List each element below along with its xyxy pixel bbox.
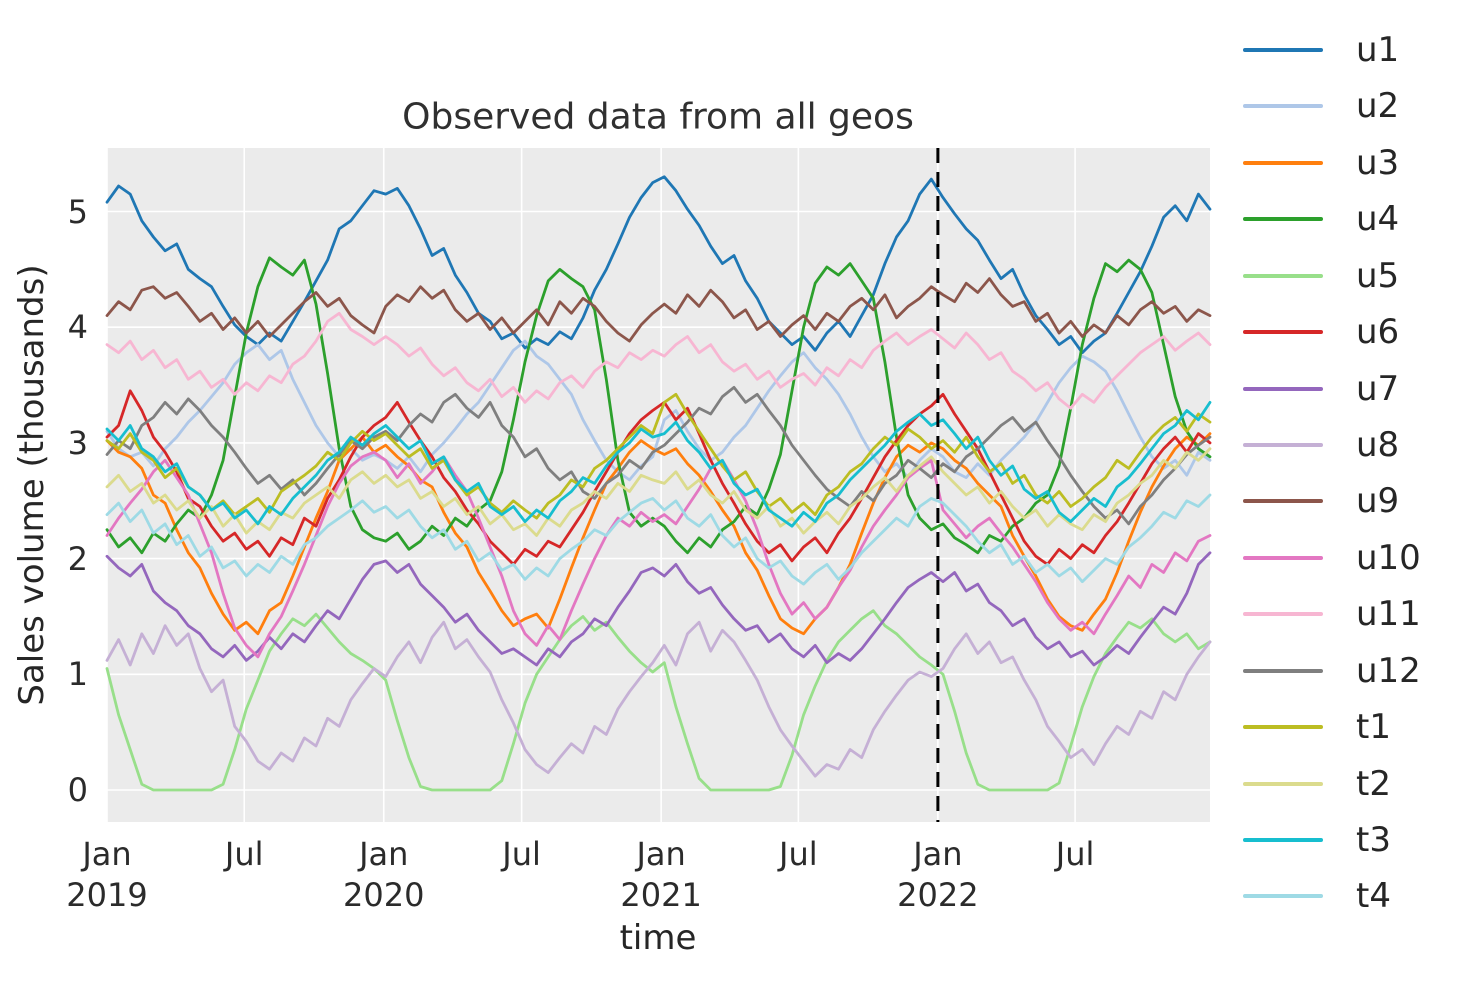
y-tick-0: 0 [67,771,88,809]
legend-item-u4: u4 [1243,191,1399,247]
legend-item-t4: t4 [1243,868,1391,924]
legend-item-u12: u12 [1243,643,1421,699]
series-line-u11 [105,311,1212,410]
legend-item-u9: u9 [1243,473,1399,529]
series-line-u12 [105,385,1212,526]
legend-label-u8: u8 [1356,425,1400,465]
legend-label-u1: u1 [1356,30,1400,70]
legend-swatch-u5 [1243,273,1323,278]
x-tick-Jul: Jul [502,835,541,873]
legend-label-u9: u9 [1356,481,1400,522]
x-tick-Jan-2022: Jan 2022 [897,835,979,914]
legend-label-u12: u12 [1356,650,1421,691]
legend-swatch-u3 [1243,160,1323,165]
legend-label-u7: u7 [1356,368,1400,409]
y-tick-2: 2 [67,539,88,578]
legend-label-t1: t1 [1356,707,1391,748]
series-line-u10 [105,450,1212,659]
legend-item-t3: t3 [1243,812,1391,868]
legend-item-u10: u10 [1243,530,1421,586]
y-tick-1: 1 [67,655,88,694]
series-line-t3 [105,400,1212,528]
legend-label-t4: t4 [1356,876,1391,917]
legend-label-u4: u4 [1356,199,1400,240]
series-line-u2 [105,339,1212,482]
legend-swatch-u10 [1243,555,1323,560]
legend-item-t2: t2 [1243,756,1391,812]
x-tick-Jul: Jul [224,835,264,873]
legend-item-u7: u7 [1243,361,1399,417]
legend-item-u1: u1 [1243,22,1399,78]
legend-label-t2: t2 [1356,763,1391,804]
x-tick-Jan-2020: Jan 2020 [343,835,425,914]
legend-item-u3: u3 [1243,135,1399,191]
legend: u1 u2 u3 u4 u5 u6 u7 u8 u9 u10 u11 u12 t1 t2 t3 t4 [1243,0,1463,985]
legend-item-u8: u8 [1243,417,1399,473]
legend-label-u11: u11 [1356,594,1421,635]
legend-swatch-t1 [1243,725,1323,730]
chart-title: Observed data from all geos [402,96,914,138]
legend-label-t3: t3 [1356,820,1391,861]
legend-swatch-t4 [1243,894,1323,899]
legend-swatch-u9 [1243,499,1323,504]
legend-label-u2: u2 [1356,86,1400,127]
x-tick-Jul: Jul [1055,835,1095,873]
series-line-t1 [105,392,1212,520]
legend-swatch-u4 [1243,217,1323,222]
legend-swatch-t2 [1243,781,1323,786]
series-line-u7 [105,551,1212,667]
x-tick-Jul: Jul [779,835,818,873]
series-line-u8 [105,620,1212,778]
series-line-u5 [105,609,1212,792]
legend-swatch-u2 [1243,104,1323,109]
series-line-u9 [105,277,1212,343]
series-line-u6 [105,389,1212,566]
series-line-t2 [105,447,1212,537]
y-tick-3: 3 [67,423,88,462]
legend-item-u11: u11 [1243,586,1421,642]
legend-item-u5: u5 [1243,248,1399,304]
y-tick-5: 5 [67,192,88,231]
x-axis-label: time [619,918,697,958]
series-line-t4 [105,493,1212,586]
x-tick-Jan-2019: Jan 2019 [66,835,148,914]
legend-swatch-u8 [1243,443,1323,447]
legend-label-u5: u5 [1356,255,1400,296]
legend-swatch-t3 [1243,838,1323,843]
legend-label-u6: u6 [1356,312,1400,353]
legend-swatch-u11 [1243,612,1323,617]
series-line-u1 [105,175,1212,355]
legend-item-u2: u2 [1243,78,1399,134]
x-tick-Jan-2021: Jan 2021 [620,835,702,914]
legend-swatch-u6 [1243,330,1323,335]
legend-swatch-u1 [1243,48,1323,52]
legend-item-u6: u6 [1243,304,1399,360]
legend-label-u3: u3 [1356,142,1400,183]
legend-swatch-u7 [1243,386,1323,391]
y-tick-4: 4 [67,308,88,347]
legend-label-u10: u10 [1356,537,1421,578]
legend-swatch-u12 [1243,668,1323,673]
legend-item-t1: t1 [1243,699,1391,755]
